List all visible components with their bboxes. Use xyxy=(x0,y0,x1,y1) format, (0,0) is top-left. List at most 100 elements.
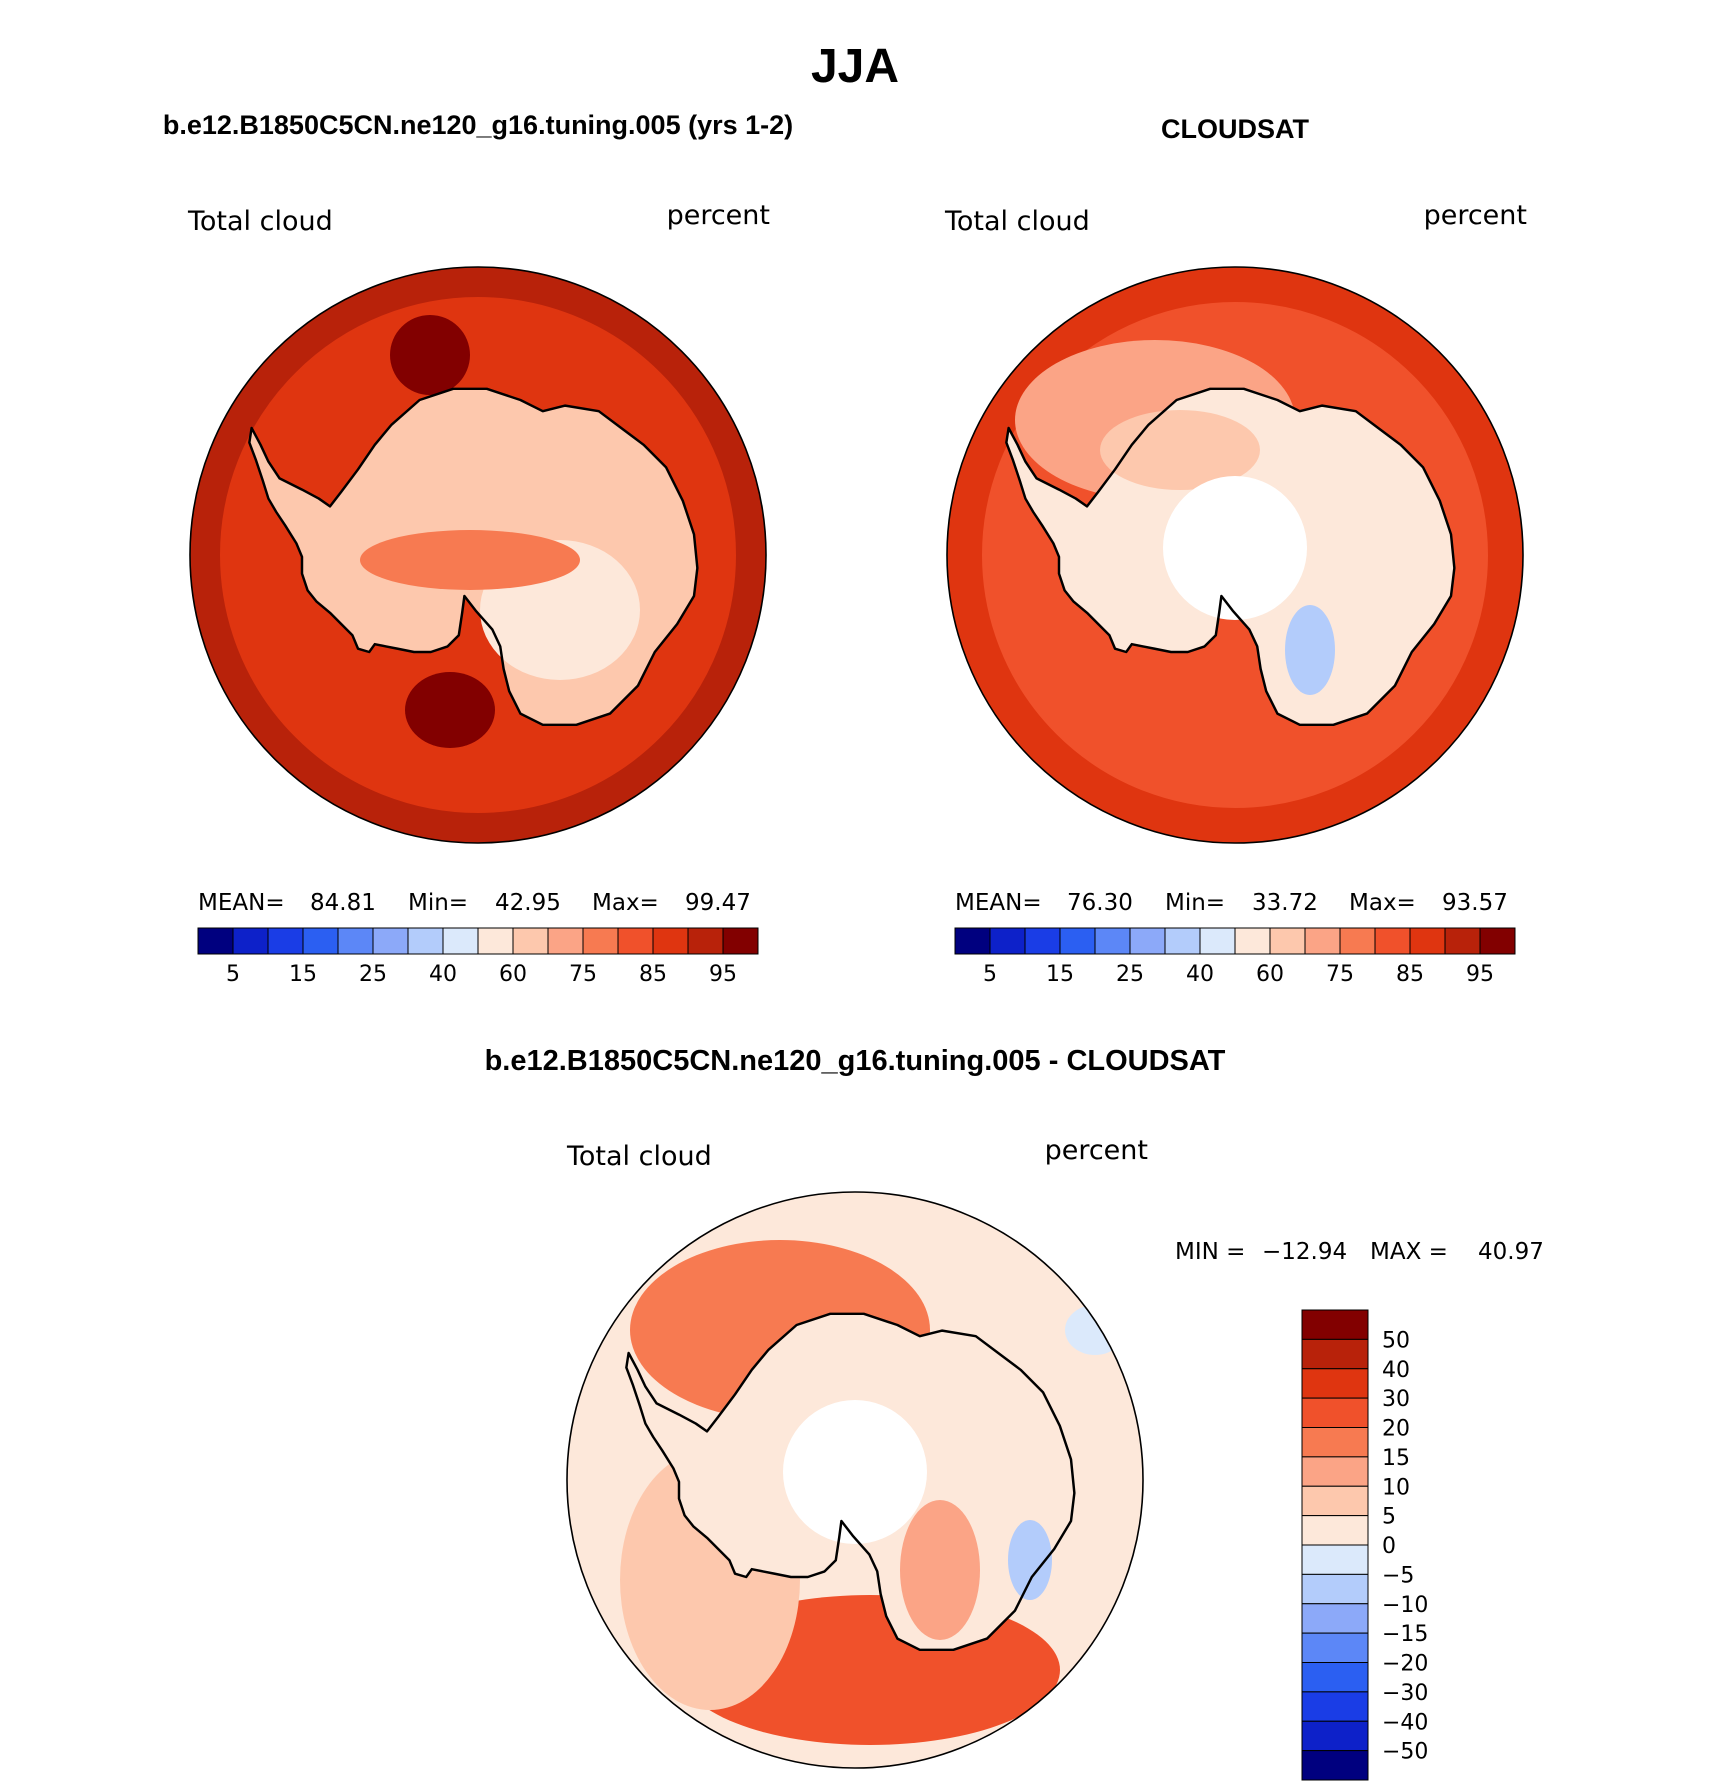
colorbar-tick-label: 60 xyxy=(499,962,527,987)
colorbar-swatch xyxy=(1164,927,1201,955)
colorbar-tick-label: −50 xyxy=(1382,1740,1428,1765)
colorbar-tick-label: 30 xyxy=(1382,1387,1410,1412)
map-missing-data-hole xyxy=(1163,476,1307,620)
stat-min-value-cloudsat: 33.72 xyxy=(1252,890,1318,916)
map-missing-data-hole xyxy=(783,1400,927,1544)
colorbar-swatch xyxy=(197,927,234,955)
stat-mean-label-cloudsat: MEAN= xyxy=(955,890,1042,916)
colorbar-swatch xyxy=(442,927,479,955)
colorbar-swatch xyxy=(1304,927,1341,955)
figure-title: JJA xyxy=(811,40,899,93)
panel-model: b.e12.B1850C5CN.ne120_g16.tuning.005 (yr… xyxy=(163,110,793,987)
map-land-interior-field xyxy=(900,1500,980,1640)
units-label-model: percent xyxy=(667,200,770,231)
panel-difference: b.e12.B1850C5CN.ne120_g16.tuning.005 - C… xyxy=(485,1045,1544,1781)
colorbar-swatch xyxy=(477,927,514,955)
map-cloud-maximum-patch xyxy=(405,672,495,748)
map-cloud-maximum-patch xyxy=(390,315,470,395)
colorbar-tick-label: −20 xyxy=(1382,1652,1428,1677)
stat-min-label-difference: MIN = xyxy=(1175,1239,1245,1265)
colorbar-swatch xyxy=(1059,927,1096,955)
colorbar-tick-label: 15 xyxy=(1382,1446,1410,1471)
colorbar-swatch xyxy=(1339,927,1376,955)
colorbar-swatch xyxy=(1409,927,1446,955)
units-label-difference: percent xyxy=(1045,1135,1148,1166)
colorbar-swatch xyxy=(652,927,689,955)
colorbar-cloudsat: 5 15 25 40 60 75 85 95 xyxy=(954,927,1516,987)
colorbar-swatch xyxy=(1301,1427,1369,1458)
colorbar-tick-label: 5 xyxy=(1382,1505,1396,1530)
colorbar-swatch xyxy=(1301,1544,1369,1575)
colorbar-tick-label: 15 xyxy=(1046,962,1074,987)
map-rim-difference xyxy=(566,1191,1144,1769)
colorbar-swatch xyxy=(512,927,549,955)
stat-mean-label-model: MEAN= xyxy=(198,890,285,916)
colorbar-swatch xyxy=(1234,927,1271,955)
map-negative-patch xyxy=(1008,1520,1052,1600)
polar-map-difference xyxy=(567,1192,1143,1768)
variable-label-difference: Total cloud xyxy=(566,1141,712,1172)
colorbar-tick-label: 40 xyxy=(1186,962,1214,987)
stat-max-value-cloudsat: 93.57 xyxy=(1442,890,1508,916)
colorbar-swatch xyxy=(1301,1368,1369,1399)
colorbar-tick-label: 10 xyxy=(1382,1475,1410,1500)
colorbar-swatch xyxy=(1301,1720,1369,1752)
map-rim-cloudsat xyxy=(946,266,1524,844)
colorbar-swatch xyxy=(1301,1691,1369,1722)
panel-title-cloudsat: CLOUDSAT xyxy=(1161,114,1309,144)
colorbar-tick-label: 40 xyxy=(1382,1358,1410,1383)
colorbar-tick-label: 85 xyxy=(639,962,667,987)
stat-max-label-model: Max= xyxy=(592,890,659,916)
colorbar-tick-label: −15 xyxy=(1382,1622,1428,1647)
stat-min-label-model: Min= xyxy=(408,890,468,916)
colorbar-tick-label: 60 xyxy=(1256,962,1284,987)
colorbar-tick-label: −10 xyxy=(1382,1593,1428,1618)
colorbar-swatch xyxy=(954,927,991,955)
panel-title-difference: b.e12.B1850C5CN.ne120_g16.tuning.005 - C… xyxy=(485,1045,1226,1077)
colorbar-swatch xyxy=(1301,1632,1369,1663)
map-rim-model xyxy=(189,266,767,844)
colorbar-tick-label: −30 xyxy=(1382,1681,1428,1706)
colorbar-swatch xyxy=(1374,927,1411,955)
colorbar-swatch xyxy=(687,927,724,955)
stat-max-label-difference: MAX = xyxy=(1370,1239,1448,1265)
colorbar-swatch xyxy=(1301,1338,1369,1370)
polar-map-cloudsat xyxy=(947,267,1523,843)
colorbar-swatch xyxy=(267,927,304,955)
variable-label-cloudsat: Total cloud xyxy=(944,206,1090,237)
colorbar-tick-label: 25 xyxy=(1116,962,1144,987)
stat-mean-value-model: 84.81 xyxy=(310,890,376,916)
colorbar-tick-label: 25 xyxy=(359,962,387,987)
map-negative-patch xyxy=(1065,1305,1125,1355)
stat-max-value-model: 99.47 xyxy=(685,890,751,916)
colorbar-swatch xyxy=(1301,1662,1369,1693)
colorbar-tick-label: 40 xyxy=(429,962,457,987)
colorbar-swatch xyxy=(722,927,759,955)
colorbar-swatch xyxy=(1129,927,1166,955)
colorbar-swatch xyxy=(232,927,269,955)
colorbar-swatch xyxy=(1301,1456,1369,1487)
variable-label-model: Total cloud xyxy=(187,206,333,237)
colorbar-swatch xyxy=(617,927,654,955)
stat-max-value-difference: 40.97 xyxy=(1478,1239,1544,1265)
map-land-band xyxy=(360,530,580,590)
stat-min-value-difference: −12.94 xyxy=(1262,1239,1347,1265)
stat-max-label-cloudsat: Max= xyxy=(1349,890,1416,916)
map-negative-patch xyxy=(1285,605,1335,695)
colorbar-swatch xyxy=(337,927,374,955)
colorbar-swatch xyxy=(582,927,619,955)
colorbar-tick-label: 75 xyxy=(1326,962,1354,987)
colorbar-tick-label: 95 xyxy=(1466,962,1494,987)
units-label-cloudsat: percent xyxy=(1424,200,1527,231)
colorbar-tick-label: 5 xyxy=(226,962,240,987)
colorbar-tick-label: 15 xyxy=(289,962,317,987)
colorbar-swatch xyxy=(407,927,444,955)
colorbar-swatch xyxy=(1301,1603,1369,1634)
panel-title-model: b.e12.B1850C5CN.ne120_g16.tuning.005 (yr… xyxy=(163,110,793,140)
colorbar-tick-label: 95 xyxy=(709,962,737,987)
colorbar-swatch xyxy=(1479,927,1516,955)
colorbar-tick-label: −40 xyxy=(1382,1710,1428,1735)
colorbar-tick-label: 75 xyxy=(569,962,597,987)
